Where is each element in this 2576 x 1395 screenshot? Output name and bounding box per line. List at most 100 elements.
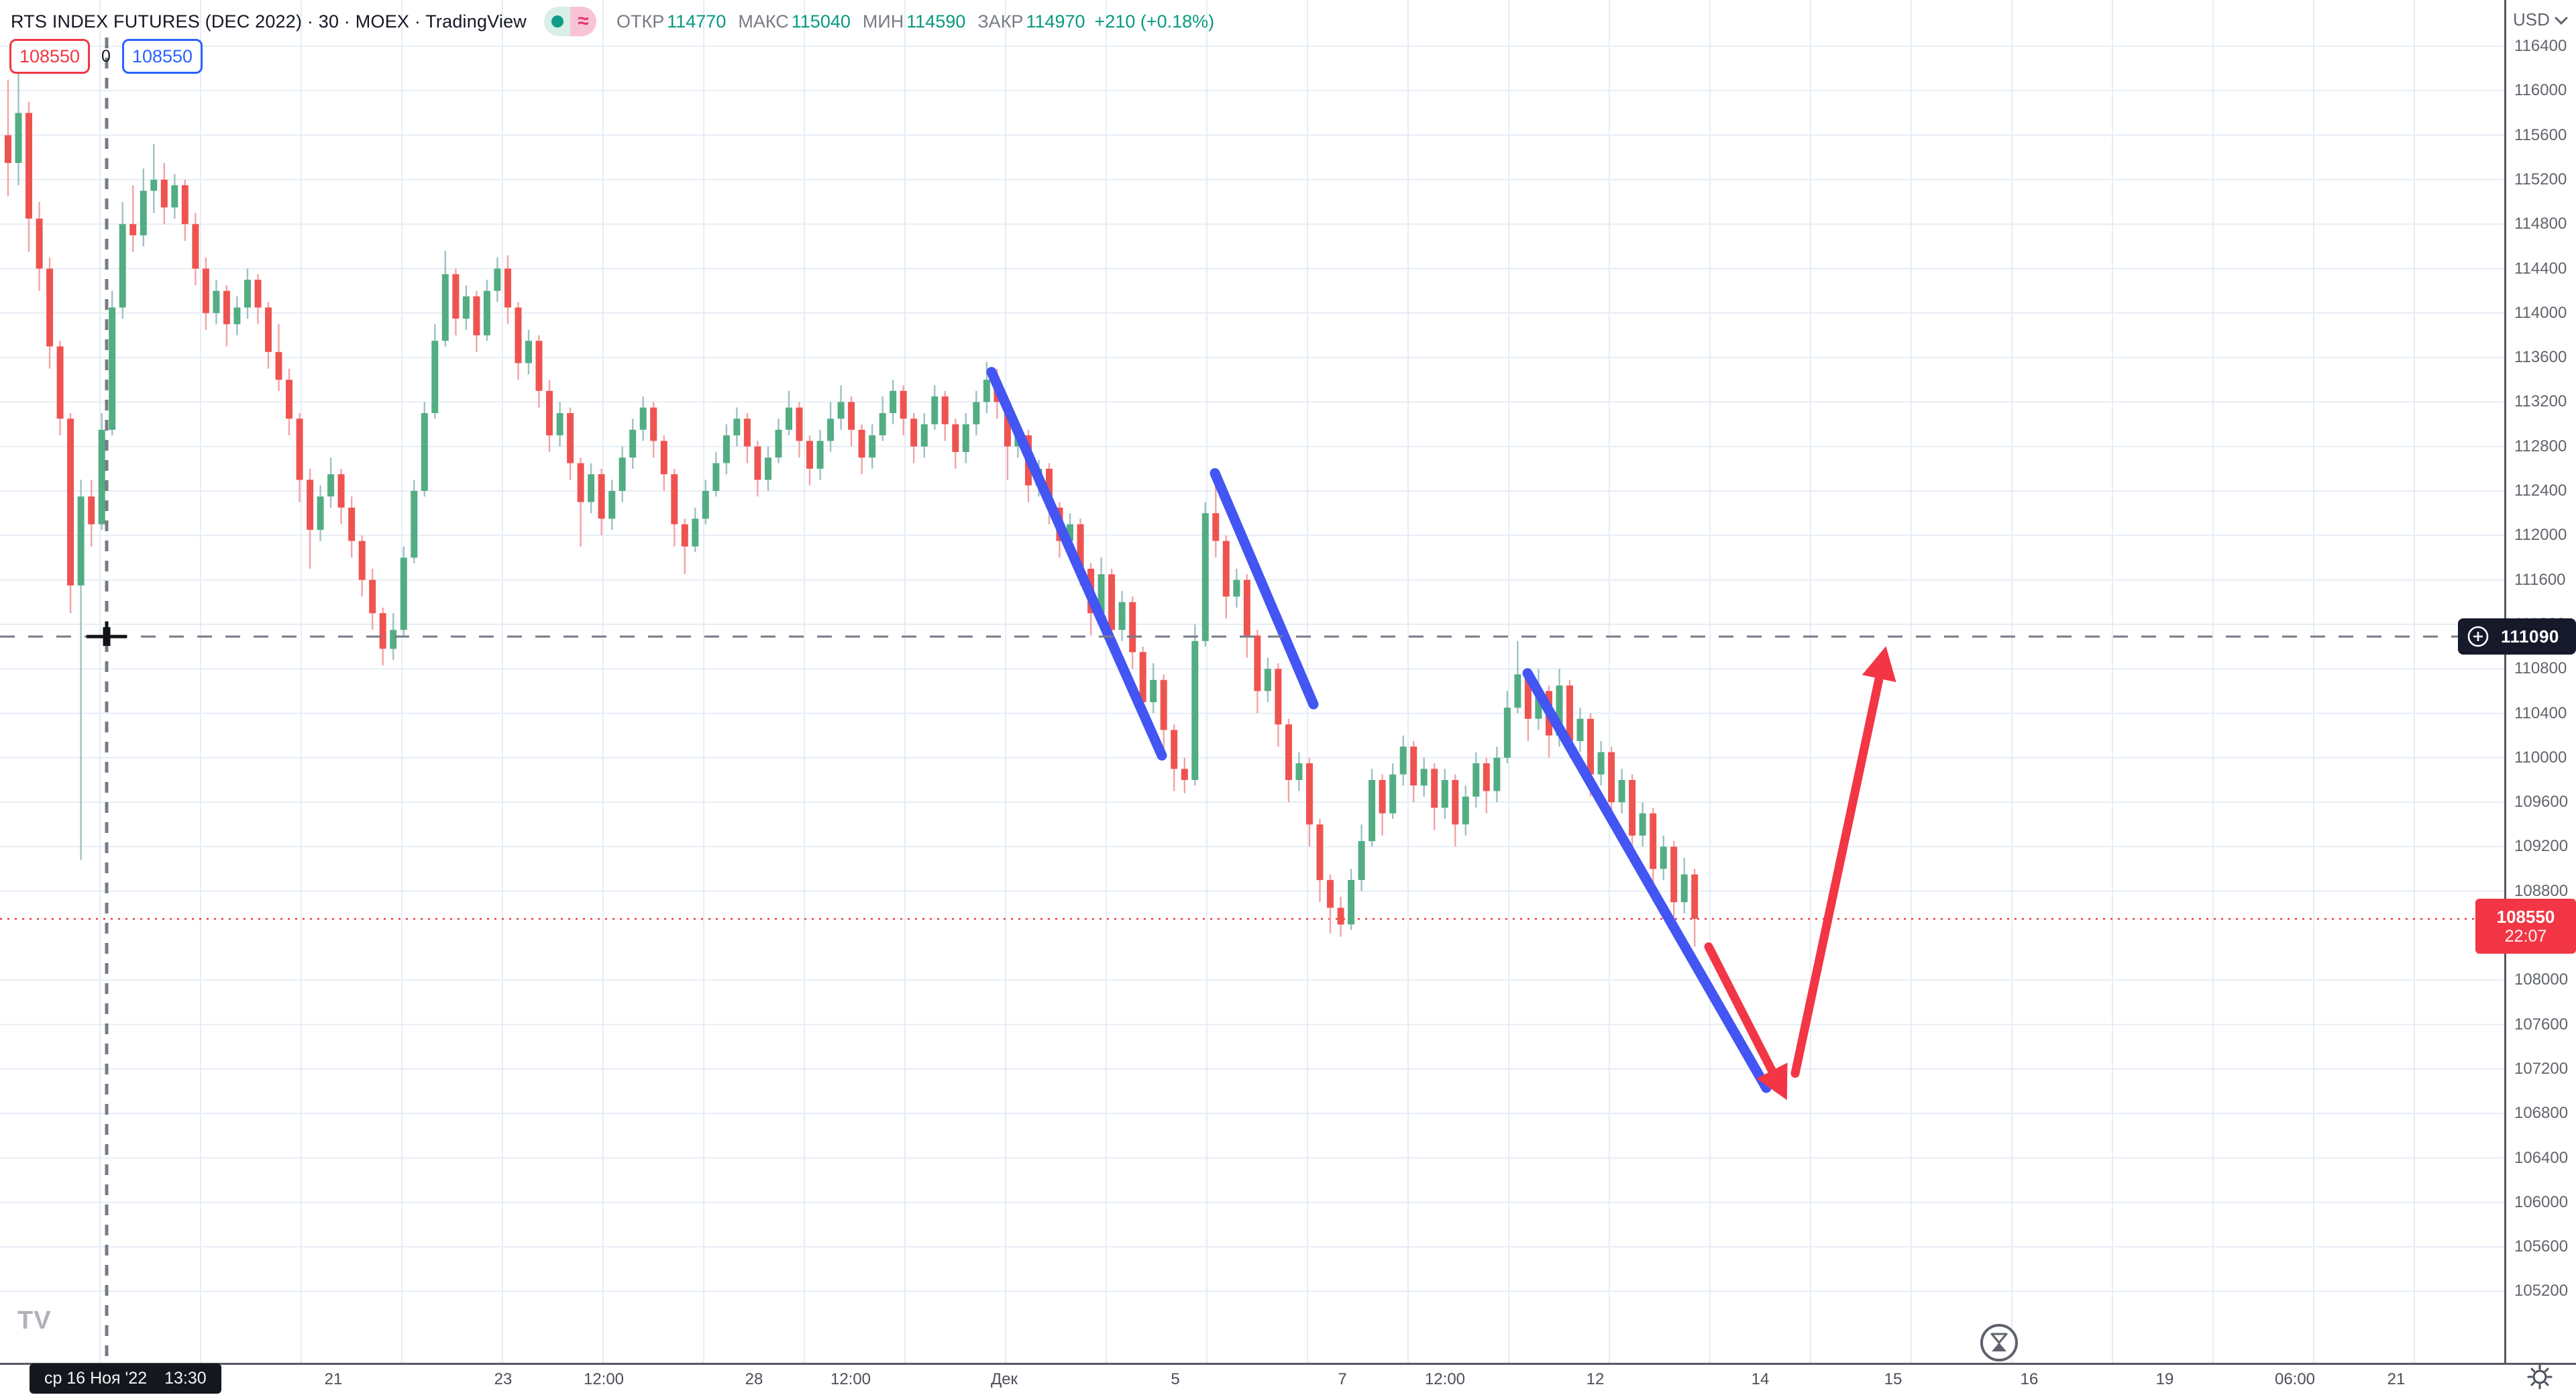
candle-body bbox=[1046, 468, 1053, 508]
candle-body bbox=[722, 435, 730, 463]
candle-body bbox=[827, 418, 835, 441]
crosshair-price-value: 111090 bbox=[2501, 626, 2559, 647]
high-value: 115040 bbox=[791, 11, 851, 32]
price-chart-pane[interactable] bbox=[0, 0, 2504, 1363]
candle-body bbox=[962, 424, 969, 452]
candle-body bbox=[1441, 780, 1448, 808]
candle-body bbox=[1410, 746, 1417, 786]
candle-body bbox=[1243, 579, 1250, 636]
trendline-annotation[interactable] bbox=[986, 367, 1167, 761]
candle-body bbox=[421, 413, 428, 491]
price-axis[interactable]: USD 116400 116000 115600 115200 114800 114400… bbox=[2504, 0, 2576, 1363]
candle-body bbox=[171, 185, 178, 208]
candle-body bbox=[910, 418, 918, 447]
trendline-annotation[interactable] bbox=[1210, 468, 1319, 710]
candle-body bbox=[15, 113, 22, 163]
candle-body bbox=[369, 579, 376, 614]
candle-body bbox=[56, 346, 64, 419]
price-tick: 115600 bbox=[2514, 125, 2567, 144]
price-tick: 114400 bbox=[2514, 259, 2567, 278]
candle-body bbox=[702, 491, 709, 519]
candle-body bbox=[598, 474, 605, 519]
candle-body bbox=[129, 224, 137, 235]
time-tick: 23 bbox=[494, 1370, 513, 1388]
ohlc-readout: ОТКР 114770 МАКС 115040 МИН 114590 ЗАКР … bbox=[616, 11, 1214, 32]
order-panel: 108550 0 108550 bbox=[9, 39, 203, 74]
price-tick: 116000 bbox=[2514, 81, 2567, 100]
sun-icon bbox=[2527, 1364, 2553, 1390]
candle-body bbox=[473, 296, 480, 335]
low-value: 114590 bbox=[906, 11, 966, 32]
open-label: ОТКР bbox=[616, 11, 665, 32]
price-tick: 106800 bbox=[2514, 1104, 2569, 1123]
buy-button[interactable]: 108550 bbox=[122, 39, 203, 74]
candle-body bbox=[1566, 685, 1573, 741]
candle-body bbox=[1004, 402, 1011, 447]
time-tick: 12 bbox=[1586, 1370, 1605, 1388]
candle-body bbox=[244, 280, 251, 308]
candle-body bbox=[1524, 674, 1532, 719]
candle-body bbox=[327, 474, 335, 497]
candle-body bbox=[629, 429, 637, 458]
trendline-annotation[interactable] bbox=[1522, 668, 1772, 1093]
symbol-title[interactable]: RTS INDEX FUTURES (DEC 2022) · 30 · MOEX… bbox=[11, 11, 527, 32]
hourglass-icon[interactable] bbox=[1980, 1324, 2018, 1361]
time-tick: 12:00 bbox=[1424, 1370, 1466, 1388]
candle-body bbox=[379, 613, 386, 649]
price-tick: 108800 bbox=[2514, 881, 2569, 900]
candle-body bbox=[202, 268, 209, 313]
tradingview-logo[interactable]: TV bbox=[17, 1306, 52, 1335]
candle-body bbox=[1576, 718, 1584, 741]
candle-body bbox=[1358, 841, 1365, 881]
candle-body bbox=[150, 179, 158, 191]
candle-body bbox=[1629, 780, 1636, 836]
candle-body bbox=[1191, 640, 1199, 780]
time-tick: 12:00 bbox=[583, 1370, 625, 1388]
candle-body bbox=[431, 341, 439, 413]
candle-body bbox=[1222, 541, 1230, 597]
candle-body bbox=[1337, 907, 1344, 925]
candle-body bbox=[816, 441, 824, 469]
candle-body bbox=[181, 185, 189, 225]
arrow-annotation[interactable] bbox=[1790, 646, 1896, 1078]
crosshair-price-label[interactable]: 111090 bbox=[2458, 618, 2576, 655]
currency-selector[interactable]: USD bbox=[2513, 9, 2568, 30]
price-tick: 113600 bbox=[2514, 348, 2567, 367]
candle-body bbox=[1118, 602, 1126, 630]
candle-body bbox=[786, 407, 792, 430]
candle-body bbox=[1212, 513, 1220, 541]
price-tick: 107200 bbox=[2514, 1059, 2569, 1078]
price-tick: 108000 bbox=[2514, 970, 2569, 989]
close-value: 114970 bbox=[1026, 11, 1085, 32]
price-tick: 114000 bbox=[2514, 303, 2567, 322]
close-label: ЗАКР bbox=[977, 11, 1024, 32]
time-tick: 19 bbox=[2155, 1370, 2174, 1388]
candle-body bbox=[1420, 769, 1428, 786]
candle-body bbox=[98, 429, 105, 524]
candle-body bbox=[286, 380, 292, 419]
theme-toggle[interactable] bbox=[2521, 1361, 2559, 1395]
time-tick: 21 bbox=[324, 1370, 343, 1388]
time-tick: 15 bbox=[1884, 1370, 1902, 1388]
candle-body bbox=[837, 402, 845, 419]
add-alert-plus-icon[interactable] bbox=[2465, 623, 2491, 650]
time-tick: 28 bbox=[745, 1370, 763, 1388]
time-axis[interactable]: 12:00212312:002812:00Дек5712:00121415161… bbox=[0, 1363, 2576, 1395]
candle-body bbox=[1316, 824, 1324, 881]
price-tick: 106000 bbox=[2514, 1192, 2569, 1211]
sell-button[interactable]: 108550 bbox=[9, 39, 90, 74]
candle-body bbox=[973, 402, 980, 425]
candle-body bbox=[1399, 746, 1407, 775]
candle-body bbox=[712, 463, 720, 491]
candle-body bbox=[462, 296, 470, 319]
candle-body bbox=[639, 407, 647, 430]
arrow-annotation[interactable] bbox=[1704, 942, 1788, 1101]
price-tick: 112400 bbox=[2514, 482, 2567, 500]
candle-body bbox=[567, 413, 574, 463]
candle-body bbox=[67, 418, 74, 585]
symbol-status-badge[interactable]: ≈ bbox=[544, 7, 597, 36]
candle-body bbox=[796, 407, 803, 441]
price-tick: 110800 bbox=[2514, 659, 2567, 678]
candle-body bbox=[1452, 780, 1459, 825]
